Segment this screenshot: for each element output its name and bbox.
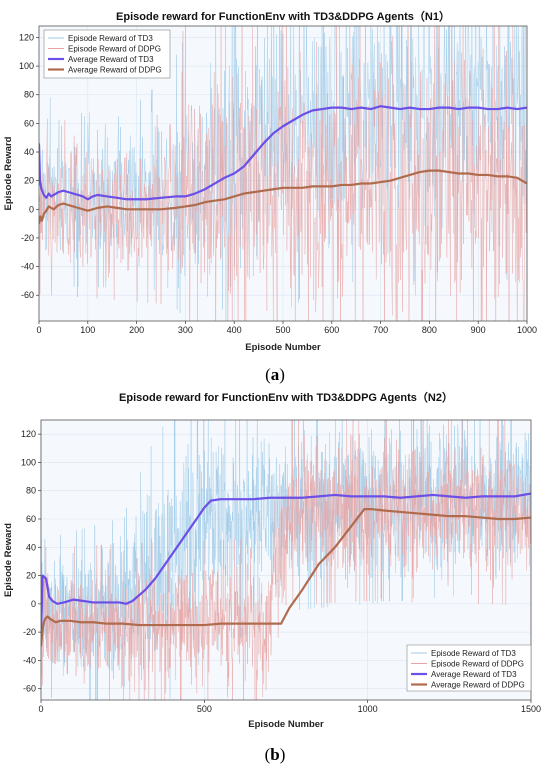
y-tick-label: 40 [26, 542, 36, 552]
plot-frame [40, 419, 532, 701]
x-tick-label: 500 [275, 325, 290, 335]
x-tick-label: 100 [80, 325, 95, 335]
legend-box [43, 29, 171, 79]
y-tick-label: 100 [19, 61, 34, 71]
series-average-ddpg [41, 507, 531, 647]
y-tick-label: -20 [21, 233, 34, 243]
panel-caption: (b) [265, 745, 286, 764]
y-tick-label: 0 [29, 204, 34, 214]
chart-n2: -60 -40 -20 0 20 40 60 80 100 120 0 500 1000 1500 Epis… [3, 391, 541, 764]
x-tick-label: 1000 [517, 325, 537, 335]
y-tick-label: -20 [23, 627, 36, 637]
legend-label: Average Reward of DDPG [68, 66, 162, 75]
y-tick-label: -40 [21, 262, 34, 272]
x-tick-label: 0 [36, 325, 41, 335]
x-tick-label: 300 [178, 325, 193, 335]
legend: Episode Reward of TD3 Episode Reward of D… [43, 29, 171, 79]
y-tick-label: 80 [26, 486, 36, 496]
x-tick-label: 500 [197, 704, 212, 714]
x-tick-label: 400 [227, 325, 242, 335]
series-average-td3 [39, 105, 527, 201]
x-tick-label: 1000 [358, 704, 378, 714]
y-tick-label: 120 [21, 429, 36, 439]
legend-label: Average Reward of TD3 [68, 55, 154, 64]
x-tick-label: 0 [38, 704, 43, 714]
y-axis-label: Episode Reward [3, 136, 14, 210]
y-tick-label: -40 [23, 655, 36, 665]
y-tick-label: 20 [26, 571, 36, 581]
y-tick-label: 120 [19, 32, 34, 42]
y-tick-label: 0 [31, 599, 36, 609]
legend-label: Average Reward of DDPG [431, 681, 525, 690]
y-tick-label: -60 [21, 290, 34, 300]
legend-label: Episode Reward of DDPG [68, 45, 161, 54]
x-tick-label: 600 [324, 325, 339, 335]
chart-title: Episode reward for FunctionEnv with TD3&… [116, 10, 450, 23]
y-tick-label: 40 [24, 147, 34, 157]
y-tick-label: 100 [21, 457, 36, 467]
x-tick-label: 200 [129, 325, 144, 335]
series-average-td3 [41, 492, 531, 635]
series-raw-ddpg [39, 26, 527, 321]
x-tick-label: 700 [373, 325, 388, 335]
legend-box [406, 644, 532, 692]
legend-label: Average Reward of TD3 [431, 670, 517, 679]
x-tick-label: 900 [471, 325, 486, 335]
x-axis-label: Episode Number [245, 342, 321, 353]
legend: Episode Reward of TD3 Episode Reward of D… [406, 644, 532, 692]
y-tick-label: -60 [23, 684, 36, 694]
panel-caption: (a) [265, 365, 285, 384]
series-raw-ddpg [41, 420, 531, 700]
chart-n1: -60 -40 -20 0 20 40 60 80 100 120 0 100 200 300 400 500… [3, 10, 537, 384]
legend-label: Episode Reward of TD3 [431, 649, 516, 658]
y-tick-label: 80 [24, 90, 34, 100]
legend-label: Episode Reward of TD3 [68, 34, 153, 43]
x-tick-label: 1500 [521, 704, 541, 714]
x-axis-label: Episode Number [248, 719, 324, 730]
series-average-ddpg [39, 169, 527, 224]
legend-label: Episode Reward of DDPG [431, 660, 524, 669]
x-tick-label: 800 [422, 325, 437, 335]
chart-title: Episode reward for FunctionEnv with TD3&… [119, 391, 453, 404]
y-tick-label: 60 [24, 118, 34, 128]
y-tick-label: 60 [26, 514, 36, 524]
y-axis-label: Episode Reward [3, 523, 14, 597]
y-tick-label: 20 [24, 176, 34, 186]
